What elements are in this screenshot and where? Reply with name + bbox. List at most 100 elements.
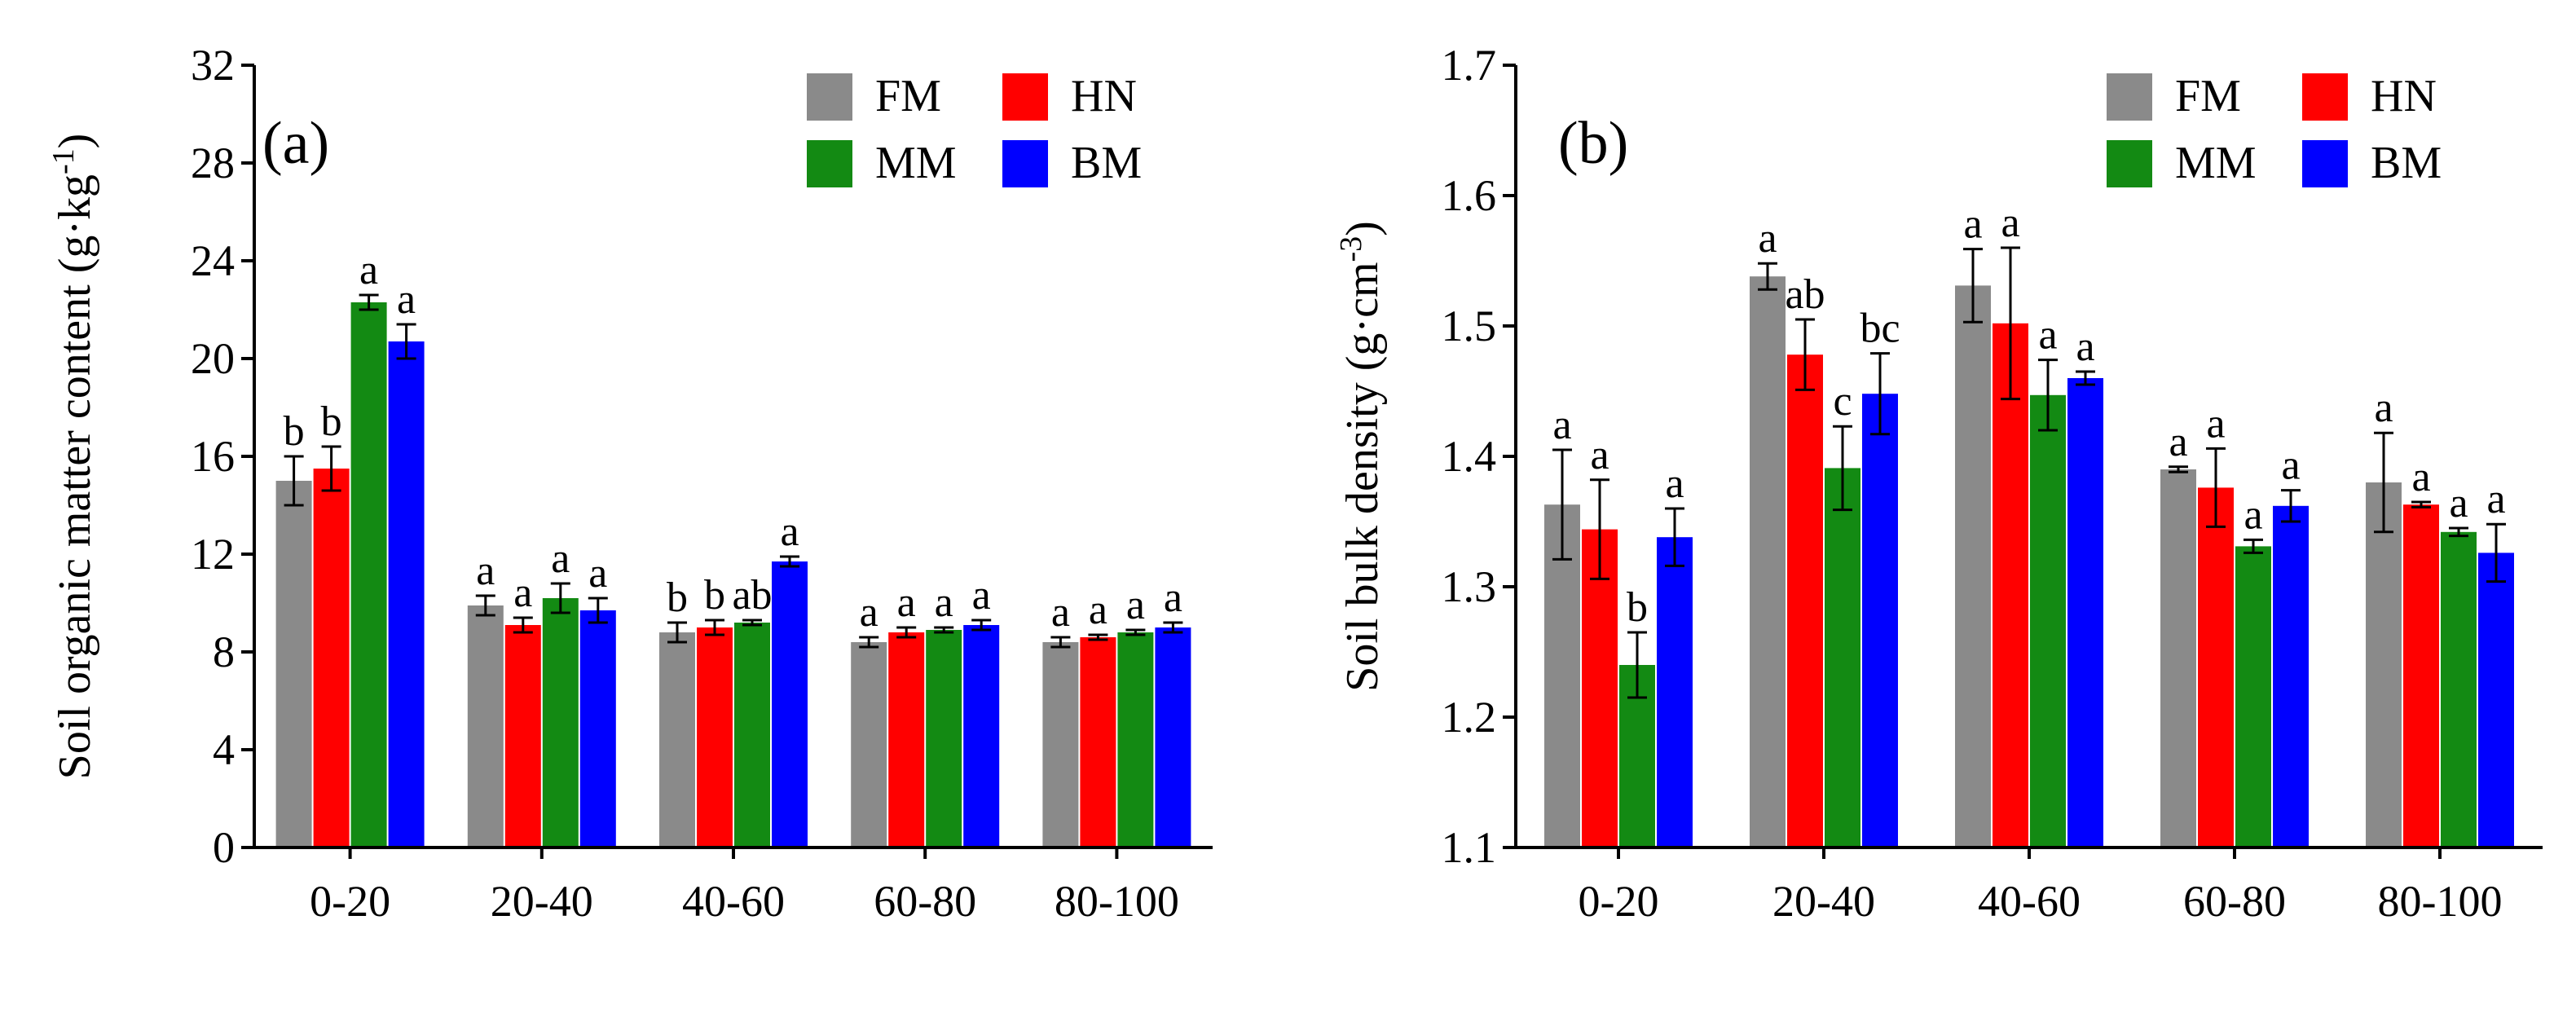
bar-BM-60-80 <box>963 625 1000 848</box>
bar-MM-0-20 <box>350 302 387 848</box>
panel-label: (a) <box>262 110 329 177</box>
bar-FM-40-60 <box>659 632 695 848</box>
y-tick-label: 1.7 <box>1442 41 1497 90</box>
x-tick-label: 0-20 <box>310 877 390 926</box>
significance-label: a <box>2001 200 2019 246</box>
significance-label: a <box>1089 587 1107 633</box>
bar-FM-80-100 <box>1042 642 1079 848</box>
significance-label: b <box>321 398 342 445</box>
significance-label: a <box>2486 476 2505 522</box>
bar-MM-40-60 <box>734 623 770 848</box>
bar-BM-0-20 <box>1657 537 1693 848</box>
significance-label: b <box>284 408 305 455</box>
significance-label: a <box>2038 312 2057 359</box>
bar-MM-80-100 <box>2441 531 2477 848</box>
legend-label-FM: FM <box>875 71 941 121</box>
significance-label: c <box>1833 378 1852 425</box>
significance-label: a <box>1051 589 1070 636</box>
y-tick-label: 1.5 <box>1442 302 1497 350</box>
significance-label: b <box>704 572 725 619</box>
legend-swatch-HN <box>1002 73 1048 121</box>
significance-label: a <box>897 579 916 626</box>
y-tick-label: 28 <box>191 139 235 187</box>
significance-label: a <box>1758 215 1777 262</box>
bar-BM-20-40 <box>579 610 616 848</box>
y-tick-label: 1.2 <box>1442 693 1497 742</box>
bar-MM-60-80 <box>926 630 962 848</box>
y-tick-label: 12 <box>191 530 235 579</box>
bar-HN-60-80 <box>2198 487 2234 848</box>
significance-label: a <box>359 247 378 293</box>
significance-label: a <box>860 589 878 636</box>
significance-label: a <box>2411 454 2430 500</box>
bar-BM-80-100 <box>2478 553 2514 848</box>
bar-HN-80-100 <box>1080 637 1116 848</box>
y-tick-label: 1.3 <box>1442 562 1497 611</box>
bar-MM-60-80 <box>2235 546 2271 848</box>
x-tick-label: 40-60 <box>682 877 785 926</box>
legend-label-FM: FM <box>2175 71 2241 121</box>
bar-HN-60-80 <box>888 632 925 848</box>
x-tick-label: 80-100 <box>1055 877 1179 926</box>
legend-label-BM: BM <box>2371 138 2442 188</box>
bar-HN-40-60 <box>697 627 733 848</box>
bar-FM-0-20 <box>275 481 312 848</box>
significance-label: a <box>513 570 532 616</box>
significance-label: bc <box>1860 306 1900 352</box>
x-tick-label: 80-100 <box>2378 877 2503 926</box>
significance-label: a <box>935 579 953 626</box>
bar-HN-0-20 <box>1582 529 1618 848</box>
bar-FM-60-80 <box>851 642 887 848</box>
bar-FM-0-20 <box>1544 504 1580 848</box>
significance-label: a <box>2076 324 2094 370</box>
significance-label: a <box>1590 432 1609 478</box>
significance-label: ab <box>1785 271 1825 318</box>
significance-label: a <box>2374 385 2393 431</box>
x-tick-label: 60-80 <box>2183 877 2286 926</box>
significance-label: a <box>476 548 495 594</box>
y-tick-label: 1.6 <box>1442 171 1497 220</box>
y-tick-label: 0 <box>213 823 235 872</box>
x-tick-label: 20-40 <box>491 877 593 926</box>
bar-HN-20-40 <box>504 625 541 848</box>
y-tick-label: 32 <box>191 41 235 90</box>
x-tick-label: 20-40 <box>1772 877 1875 926</box>
legend-label-MM: MM <box>875 138 957 188</box>
legend-swatch-HN <box>2302 73 2348 121</box>
legend-label-HN: HN <box>2371 71 2437 121</box>
bar-MM-20-40 <box>542 598 579 848</box>
significance-label: a <box>551 535 570 582</box>
bar-BM-80-100 <box>1155 627 1191 848</box>
y-axis-label: Soil bulk density (g·cm-3) <box>1334 221 1388 692</box>
y-tick-label: 20 <box>191 334 235 383</box>
significance-label: ab <box>732 572 772 619</box>
legend-swatch-BM <box>2302 140 2348 187</box>
significance-label: a <box>397 276 416 323</box>
significance-label: b <box>667 575 688 621</box>
bar-BM-40-60 <box>772 561 808 848</box>
significance-label: a <box>2169 419 2187 465</box>
y-tick-label: 16 <box>191 432 235 481</box>
y-tick-label: 24 <box>191 236 235 285</box>
bar-FM-20-40 <box>1750 276 1786 848</box>
bar-FM-80-100 <box>2366 482 2402 848</box>
legend-swatch-MM <box>2107 140 2152 187</box>
significance-label: a <box>1552 402 1571 448</box>
bar-MM-80-100 <box>1117 632 1154 848</box>
bar-BM-20-40 <box>1862 394 1898 848</box>
bar-HN-80-100 <box>2403 504 2439 848</box>
legend-label-HN: HN <box>1071 71 1137 121</box>
significance-label: a <box>2449 480 2468 526</box>
significance-label: a <box>780 508 799 555</box>
significance-label: a <box>1963 201 1982 248</box>
significance-label: a <box>1164 575 1182 621</box>
bar-FM-60-80 <box>2160 469 2196 848</box>
significance-label: a <box>1126 582 1145 628</box>
bar-HN-20-40 <box>1787 354 1823 848</box>
x-tick-label: 60-80 <box>874 877 976 926</box>
significance-label: a <box>2244 491 2262 538</box>
legend-swatch-BM <box>1002 140 1048 187</box>
